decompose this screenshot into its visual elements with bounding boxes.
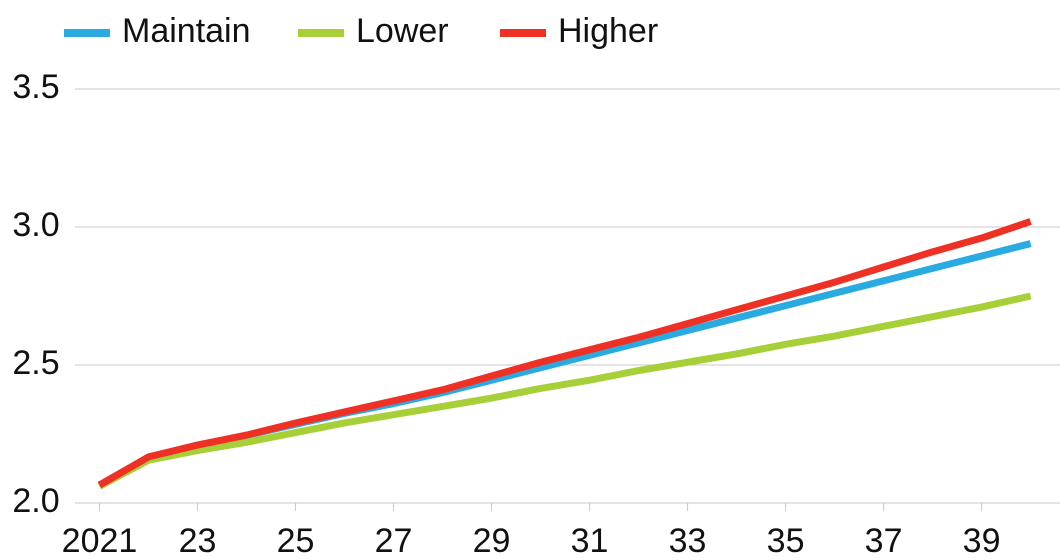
y-tick-label: 3.5: [12, 68, 59, 106]
y-tick-label: 3.0: [12, 206, 59, 244]
x-tick-label: 37: [865, 522, 903, 560]
legend-label: Lower: [356, 12, 449, 50]
x-tick-label: 31: [571, 522, 609, 560]
x-tick-label: 2021: [62, 522, 138, 560]
y-tick-label: 2.5: [12, 344, 59, 382]
line-series: [97, 292, 1032, 490]
x-tick-label: 23: [179, 522, 217, 560]
line-series: [97, 218, 1032, 489]
x-tick-label: 35: [767, 522, 805, 560]
x-tick-label: 39: [963, 522, 1001, 560]
x-tick-label: 29: [473, 522, 511, 560]
line-series: [97, 240, 1032, 489]
legend-label: Maintain: [122, 12, 251, 50]
x-tick-label: 25: [277, 522, 315, 560]
legend-label: Higher: [558, 12, 658, 50]
x-tick-label: 33: [669, 522, 707, 560]
y-tick-label: 2.0: [12, 482, 59, 520]
x-tick-label: 27: [375, 522, 413, 560]
